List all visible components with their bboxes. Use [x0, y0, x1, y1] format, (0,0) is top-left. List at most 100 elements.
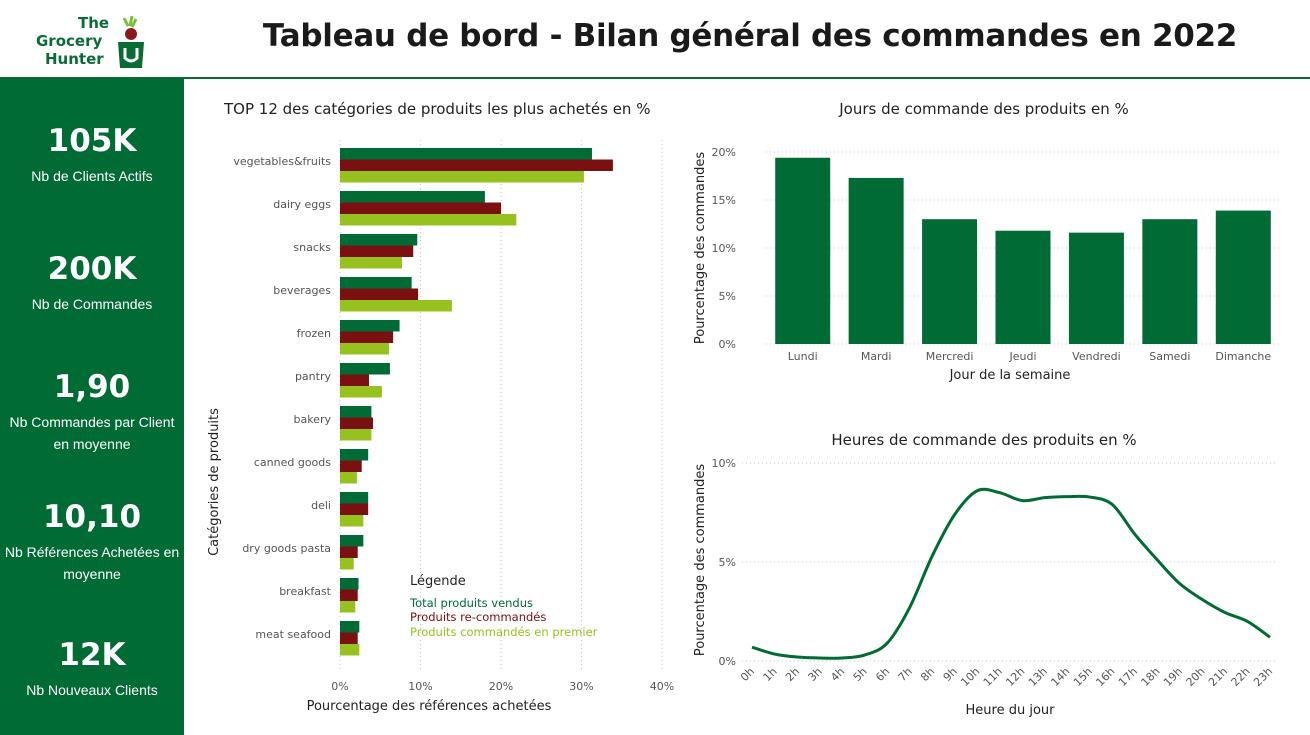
x-tick-label: Vendredi [1072, 350, 1120, 363]
y-tick-label: 10% [712, 242, 736, 255]
bar [340, 546, 358, 558]
x-tick-label: 9h [941, 665, 960, 684]
x-tick-label: 3h [806, 665, 825, 684]
bar [340, 449, 369, 461]
x-tick-label: 19h [1161, 665, 1185, 689]
category-label: snacks [293, 241, 331, 254]
x-tick-label: 17h [1116, 665, 1140, 689]
chart-title: Heures de commande des produits en % [831, 431, 1136, 449]
bar [340, 331, 394, 343]
logo-line-1: The [78, 14, 110, 32]
bar [340, 621, 360, 633]
kpi-references-per-order: 10,10 Nb Références Achetées en moyenne [0, 499, 184, 585]
x-tick-label: 30% [569, 680, 593, 693]
x-tick-label: 13h [1026, 665, 1050, 689]
bar [1215, 210, 1271, 344]
bar [340, 417, 374, 429]
x-tick-label: 4h [828, 665, 847, 684]
bar [340, 644, 360, 656]
legend-item-total: Total produits vendus [409, 596, 533, 610]
kpi-orders: 200K Nb de Commandes [0, 251, 184, 315]
x-tick-label: Mardi [861, 350, 892, 363]
bar [340, 578, 359, 590]
x-tick-label: 40% [650, 680, 674, 693]
kpi-value: 10,10 [42, 499, 142, 535]
bar [340, 515, 364, 527]
bar [340, 374, 369, 386]
kpi-label: Nb Commandes par Client en moyenne [9, 414, 175, 452]
x-tick-label: 22h [1229, 665, 1253, 689]
category-label: pantry [295, 370, 332, 383]
category-label: canned goods [254, 456, 331, 469]
x-tick-label: 10% [408, 680, 432, 693]
bar [340, 589, 358, 601]
logo-line-3: Hunter [45, 50, 104, 68]
order-hours-chart: Heures de commande des produits en % 0% 5… [693, 431, 1276, 718]
x-tick-label: 20% [489, 680, 513, 693]
bar [340, 320, 400, 332]
y-axis-label: Catégories de produits [207, 408, 222, 556]
x-tick-label: 21h [1206, 665, 1230, 689]
logo-line-2: Grocery [36, 32, 103, 50]
category-label: vegetables&fruits [233, 155, 331, 168]
kpi-orders-per-client: 1,90 Nb Commandes par Client en moyenne [0, 369, 184, 455]
x-tick-label: 23h [1251, 665, 1275, 689]
kpi-label: Nb de Commandes [31, 296, 153, 312]
x-tick-label: 16h [1093, 665, 1117, 689]
legend-item-reordered: Produits re-commandés [410, 610, 546, 624]
bar [340, 300, 452, 312]
bar [340, 245, 414, 257]
category-label: dry goods pasta [242, 542, 331, 555]
x-tick-label: 1h [761, 665, 780, 684]
x-tick-label: 7h [896, 665, 915, 684]
kpi-label: Nb Nouveaux Clients [26, 682, 158, 698]
bar [995, 230, 1051, 344]
bar [1142, 219, 1198, 344]
y-tick-label: 5% [719, 556, 736, 569]
y-tick-label: 0% [719, 338, 736, 351]
x-tick-label: 2h [783, 665, 802, 684]
x-tick-label: Lundi [788, 350, 818, 363]
kpi-value: 12K [58, 637, 126, 673]
x-tick-label: 15h [1071, 665, 1095, 689]
bar [340, 277, 412, 289]
bar [340, 472, 357, 484]
kpi-value: 200K [47, 251, 137, 287]
bar [340, 191, 485, 203]
bar [340, 288, 419, 300]
category-label: frozen [297, 327, 331, 340]
category-label: meat seafood [255, 628, 331, 641]
bar [340, 503, 369, 515]
x-tick-label: 12h [1003, 665, 1027, 689]
y-axis-label: Pourcentage des commandes [693, 152, 708, 344]
series-line [751, 487, 1271, 660]
kpi-value: 1,90 [53, 369, 131, 405]
bar [340, 460, 362, 472]
y-tick-label: 20% [712, 146, 736, 159]
chart-title: TOP 12 des catégories de produits les pl… [223, 100, 650, 118]
bar [340, 406, 372, 418]
kpi-value: 105K [47, 123, 137, 159]
bar [340, 202, 501, 214]
bar [1068, 232, 1124, 344]
x-tick-label: 20h [1184, 665, 1208, 689]
bar [340, 632, 358, 644]
bar [340, 148, 592, 160]
x-tick-label: 6h [873, 665, 892, 684]
x-tick-label: Mercredi [926, 350, 974, 363]
x-tick-label: Samedi [1149, 350, 1190, 363]
x-axis-label: Heure du jour [966, 703, 1056, 718]
bar [848, 177, 904, 344]
bar [340, 214, 517, 226]
x-tick-label: 14h [1048, 665, 1072, 689]
x-axis-label: Jour de la semaine [949, 368, 1071, 383]
category-label: beverages [273, 284, 331, 297]
bar [340, 386, 382, 398]
grocery-hunter-logo: The Grocery Hunter [30, 12, 150, 72]
bar [340, 492, 369, 504]
kpi-sidebar: 105K Nb de Clients Actifs 200K Nb de Com… [0, 79, 184, 735]
x-tick-label: 8h [918, 665, 937, 684]
bar [340, 171, 584, 183]
bar [775, 157, 831, 344]
x-tick-label: 5h [851, 665, 870, 684]
